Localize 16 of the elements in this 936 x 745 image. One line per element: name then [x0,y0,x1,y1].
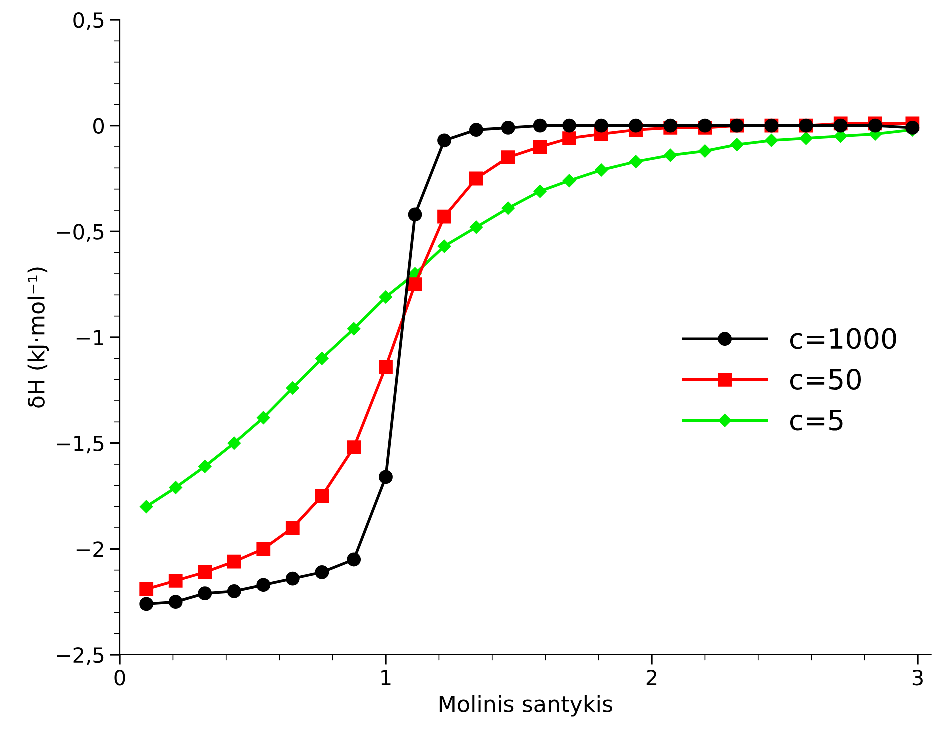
legend-label: c=50 [790,369,861,390]
y-axis-title: δH (kJ·mol⁻¹) [28,268,50,408]
x-tick-label: 2 [646,670,657,686]
y-tick-label: 0 [94,118,104,134]
y-tick-label: −1,5 [57,436,104,454]
legend-label: c=1000 [790,328,896,350]
y-tick-label: −1 [76,330,104,346]
legend-label: c=5 [790,410,843,431]
x-tick-label: 0 [114,670,126,686]
y-tick-label: −2,5 [57,647,104,666]
y-tick-label: −0,5 [57,224,104,242]
y-tick-label: 0,5 [74,12,104,30]
x-tick-label: 3 [912,670,923,686]
y-tick-label: −2 [76,542,104,558]
x-tick-label: 1 [382,670,391,686]
x-axis-title: Molinis santykis [440,695,612,717]
